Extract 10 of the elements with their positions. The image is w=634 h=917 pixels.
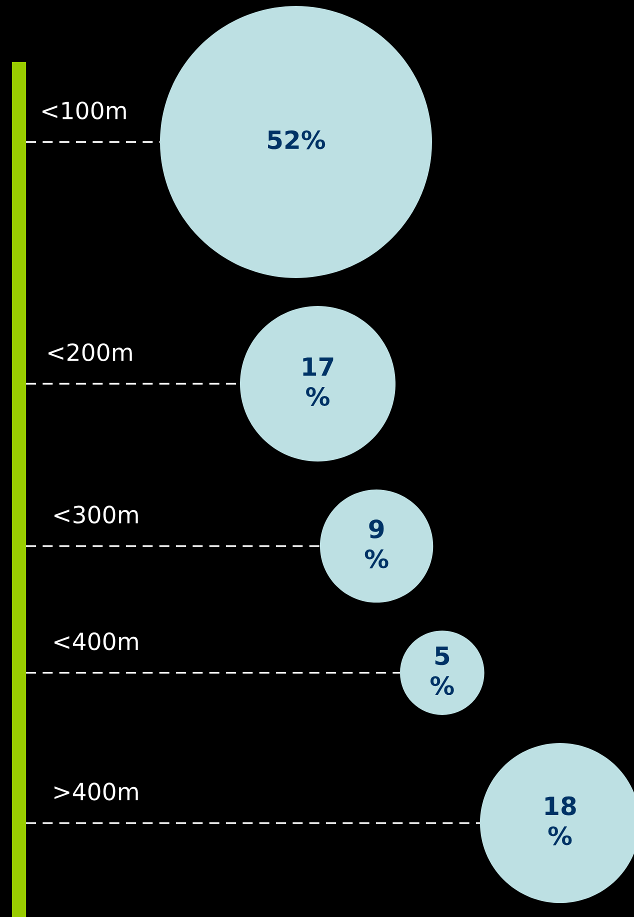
data-label: 52%: [268, 130, 326, 150]
category-label: <100m: [42, 102, 126, 120]
category-label: >400m: [54, 782, 138, 800]
data-label: 17 %: [303, 357, 334, 406]
data-label: 9 %: [364, 520, 388, 568]
category-label: <400m: [54, 632, 138, 650]
data-label: 5 %: [430, 646, 454, 696]
category-label: <200m: [48, 343, 132, 362]
category-label: <300m: [54, 506, 138, 524]
data-label: 18 %: [545, 796, 576, 846]
